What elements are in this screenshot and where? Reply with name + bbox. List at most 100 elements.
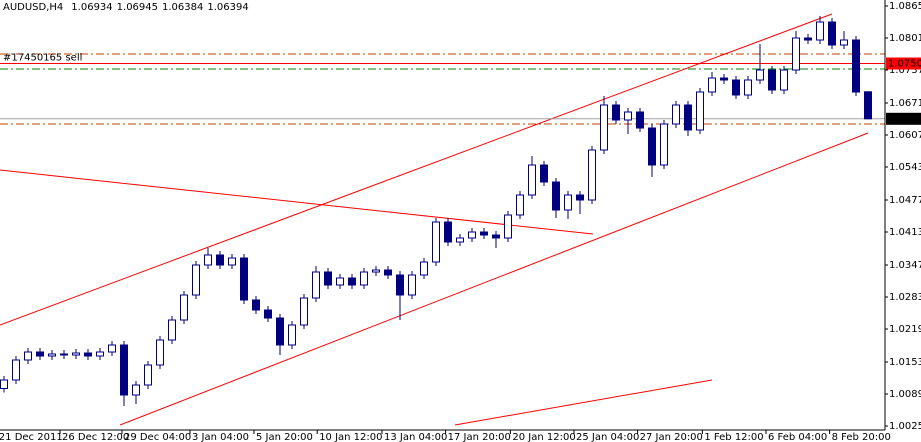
candle-body	[839, 39, 848, 46]
candle-body	[635, 111, 644, 129]
candle-body	[155, 339, 164, 366]
level-label-box	[886, 57, 921, 70]
x-tick-label: 21 Dec 2011	[0, 432, 63, 442]
candle-body	[863, 91, 872, 120]
candle-body	[671, 104, 680, 125]
level-label: 1.07500	[888, 59, 921, 70]
candle-body	[35, 351, 44, 357]
candle-body	[323, 271, 332, 286]
trendline	[119, 132, 869, 426]
x-tick-label: 3 Jan 04:00	[192, 432, 249, 442]
x-tick-label: 20 Jan 12:00	[512, 432, 575, 442]
last-high: 1.06945	[117, 2, 158, 13]
candle-body	[107, 344, 116, 353]
candle-body	[215, 254, 224, 266]
candle-body	[587, 149, 596, 201]
last-close: 1.06394	[207, 2, 248, 13]
candle-body	[551, 181, 560, 211]
candle-body	[407, 274, 416, 296]
y-tick-label: 1.08010	[889, 33, 921, 44]
candle-body	[71, 352, 80, 356]
candle-body	[0, 379, 8, 389]
candle-body	[755, 69, 764, 81]
candle-body	[851, 39, 860, 93]
candle-body	[731, 79, 740, 96]
candle-body	[599, 104, 608, 151]
current-price-box	[886, 112, 921, 125]
x-tick-label: 6 Feb 04:00	[768, 432, 827, 442]
candle-body	[23, 351, 32, 361]
x-tick-label: 1 Feb 12:00	[704, 432, 763, 442]
candle-body	[803, 37, 812, 41]
candle-body	[335, 277, 344, 286]
y-tick-label: 1.00890	[889, 389, 921, 400]
candle-body	[239, 257, 248, 301]
candle-body	[527, 164, 536, 196]
candle-body	[491, 234, 500, 239]
y-tick-label: 1.06070	[889, 130, 921, 141]
candle-body	[227, 257, 236, 266]
candle-body	[263, 309, 272, 319]
candle-body	[719, 77, 728, 81]
candle-body	[131, 384, 140, 396]
candle-body	[95, 351, 104, 357]
candle-body	[443, 221, 452, 243]
y-tick-label: 1.01530	[889, 357, 921, 368]
last-low: 1.06384	[162, 2, 203, 13]
candle-body	[647, 127, 656, 166]
candle-body	[311, 271, 320, 299]
candle-body	[767, 69, 776, 91]
candle-body	[203, 254, 212, 266]
current-price-label: 1.06394	[888, 114, 921, 125]
candle-body	[59, 353, 68, 356]
y-tick-label: 1.06710	[889, 98, 921, 109]
y-tick-label: 1.04130	[889, 227, 921, 238]
candle-body	[383, 269, 392, 276]
candle-body	[83, 352, 92, 357]
candle-body	[143, 364, 152, 386]
candle-body	[575, 194, 584, 201]
candle-body	[779, 69, 788, 91]
y-tick-label: 1.02830	[889, 292, 921, 303]
y-tick-label: 1.02190	[889, 324, 921, 335]
trendline	[0, 169, 594, 235]
plot-area	[0, 13, 885, 426]
candle-body	[191, 264, 200, 296]
last-open: 1.06934	[71, 2, 112, 13]
x-tick-label: 26 Dec 12:00	[62, 432, 129, 442]
candle-body	[251, 299, 260, 311]
trendline	[454, 379, 713, 426]
candle-body	[623, 111, 632, 121]
x-tick-label: 25 Jan 04:00	[576, 432, 639, 442]
x-tick-label: 10 Jan 12:00	[319, 432, 382, 442]
x-tick-label: 17 Jan 20:00	[448, 432, 511, 442]
y-tick-label: 1.04770	[889, 195, 921, 206]
candle-body	[539, 164, 548, 183]
candle-body	[707, 77, 716, 93]
candle-body	[515, 194, 524, 216]
candle-body	[695, 91, 704, 131]
candle-body	[371, 269, 380, 273]
x-tick-label: 5 Jan 20:00	[256, 432, 313, 442]
y-tick-label: 1.00250	[889, 421, 921, 432]
y-tick-label: 1.07370	[889, 65, 921, 76]
candle-body	[479, 231, 488, 236]
candle-body	[455, 237, 464, 243]
candle-body	[47, 353, 56, 357]
candle-body	[683, 104, 692, 131]
y-tick-label: 1.03470	[889, 260, 921, 271]
candle-body	[359, 271, 368, 286]
candle-body	[119, 344, 128, 396]
candle-body	[419, 261, 428, 276]
x-tick-label: 27 Jan 20:00	[640, 432, 703, 442]
candle-body	[467, 231, 476, 239]
candle-body	[395, 274, 404, 296]
candle-body	[299, 297, 308, 326]
candle-body	[815, 21, 824, 41]
x-tick-label: 8 Feb 20:00	[832, 432, 891, 442]
y-tick-label: 1.05430	[889, 162, 921, 173]
candle-body	[275, 317, 284, 346]
candle-body	[431, 221, 440, 263]
candle-body	[287, 324, 296, 346]
